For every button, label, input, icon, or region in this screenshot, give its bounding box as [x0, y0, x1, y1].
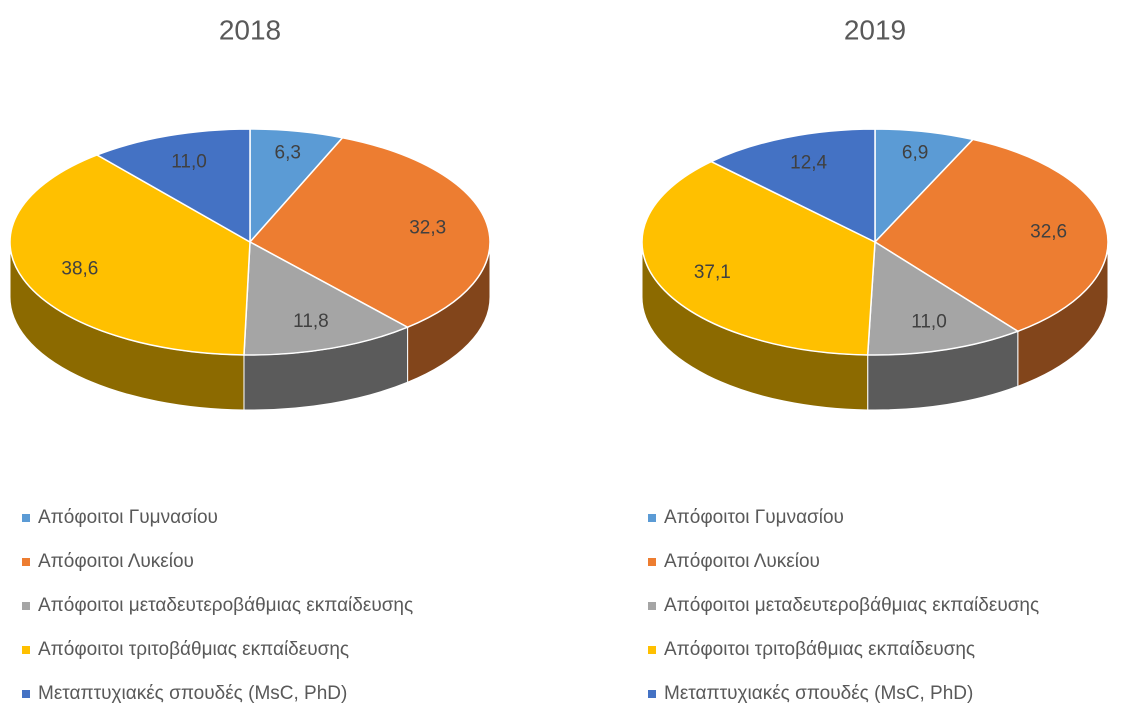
- legend-label: Απόφοιτοι μεταδευτεροβάθμιας εκπαίδευσης: [664, 595, 1039, 616]
- pie-slice: [641, 160, 876, 356]
- legend-swatch: [648, 690, 656, 698]
- legend-swatch: [648, 514, 656, 522]
- legend-swatch: [22, 602, 30, 610]
- chart-title: 2018: [219, 14, 281, 45]
- legend-label: Απόφοιτοι τριτοβάθμιας εκπαίδευσης: [664, 639, 975, 660]
- legend-swatch: [648, 646, 656, 654]
- legend-label: Απόφοιτοι τριτοβάθμιας εκπαίδευσης: [38, 639, 349, 660]
- data-label: 11,0: [171, 151, 207, 172]
- pie-slice: [709, 128, 876, 244]
- legend-label: Μεταπτυχιακές σπουδές (MsC, PhD): [664, 683, 973, 704]
- legend-swatch: [648, 602, 656, 610]
- data-label: 11,0: [911, 312, 947, 333]
- legend-label: Απόφοιτοι Λυκείου: [38, 551, 194, 572]
- data-label: 6,9: [902, 143, 928, 164]
- data-label: 6,3: [275, 142, 301, 163]
- pie-slice: [248, 136, 491, 329]
- data-label: 37,1: [694, 262, 731, 283]
- legend-swatch: [22, 514, 30, 522]
- data-label: 38,6: [61, 259, 98, 280]
- pie-slice: [243, 240, 410, 356]
- legend-label: Απόφοιτοι Γυμνασίου: [664, 507, 844, 528]
- legend-swatch: [22, 646, 30, 654]
- legend-swatch: [22, 558, 30, 566]
- legend-label: Απόφοιτοι μεταδευτεροβάθμιας εκπαίδευσης: [38, 595, 413, 616]
- pie-slice: [95, 128, 251, 244]
- pie-slice: [9, 154, 251, 356]
- data-label: 32,3: [409, 217, 446, 238]
- legend-label: Απόφοιτοι Λυκείου: [664, 551, 820, 572]
- data-label: 12,4: [790, 153, 827, 174]
- pie-slice: [866, 240, 1020, 356]
- data-label: 32,6: [1030, 221, 1067, 242]
- legend-swatch: [22, 690, 30, 698]
- data-label: 11,8: [293, 311, 329, 332]
- legend-label: Απόφοιτοι Γυμνασίου: [38, 507, 218, 528]
- legend-swatch: [648, 558, 656, 566]
- chart-title: 2019: [844, 14, 906, 45]
- legend-label: Μεταπτυχιακές σπουδές (MsC, PhD): [38, 683, 347, 704]
- pie-slice: [873, 138, 1109, 333]
